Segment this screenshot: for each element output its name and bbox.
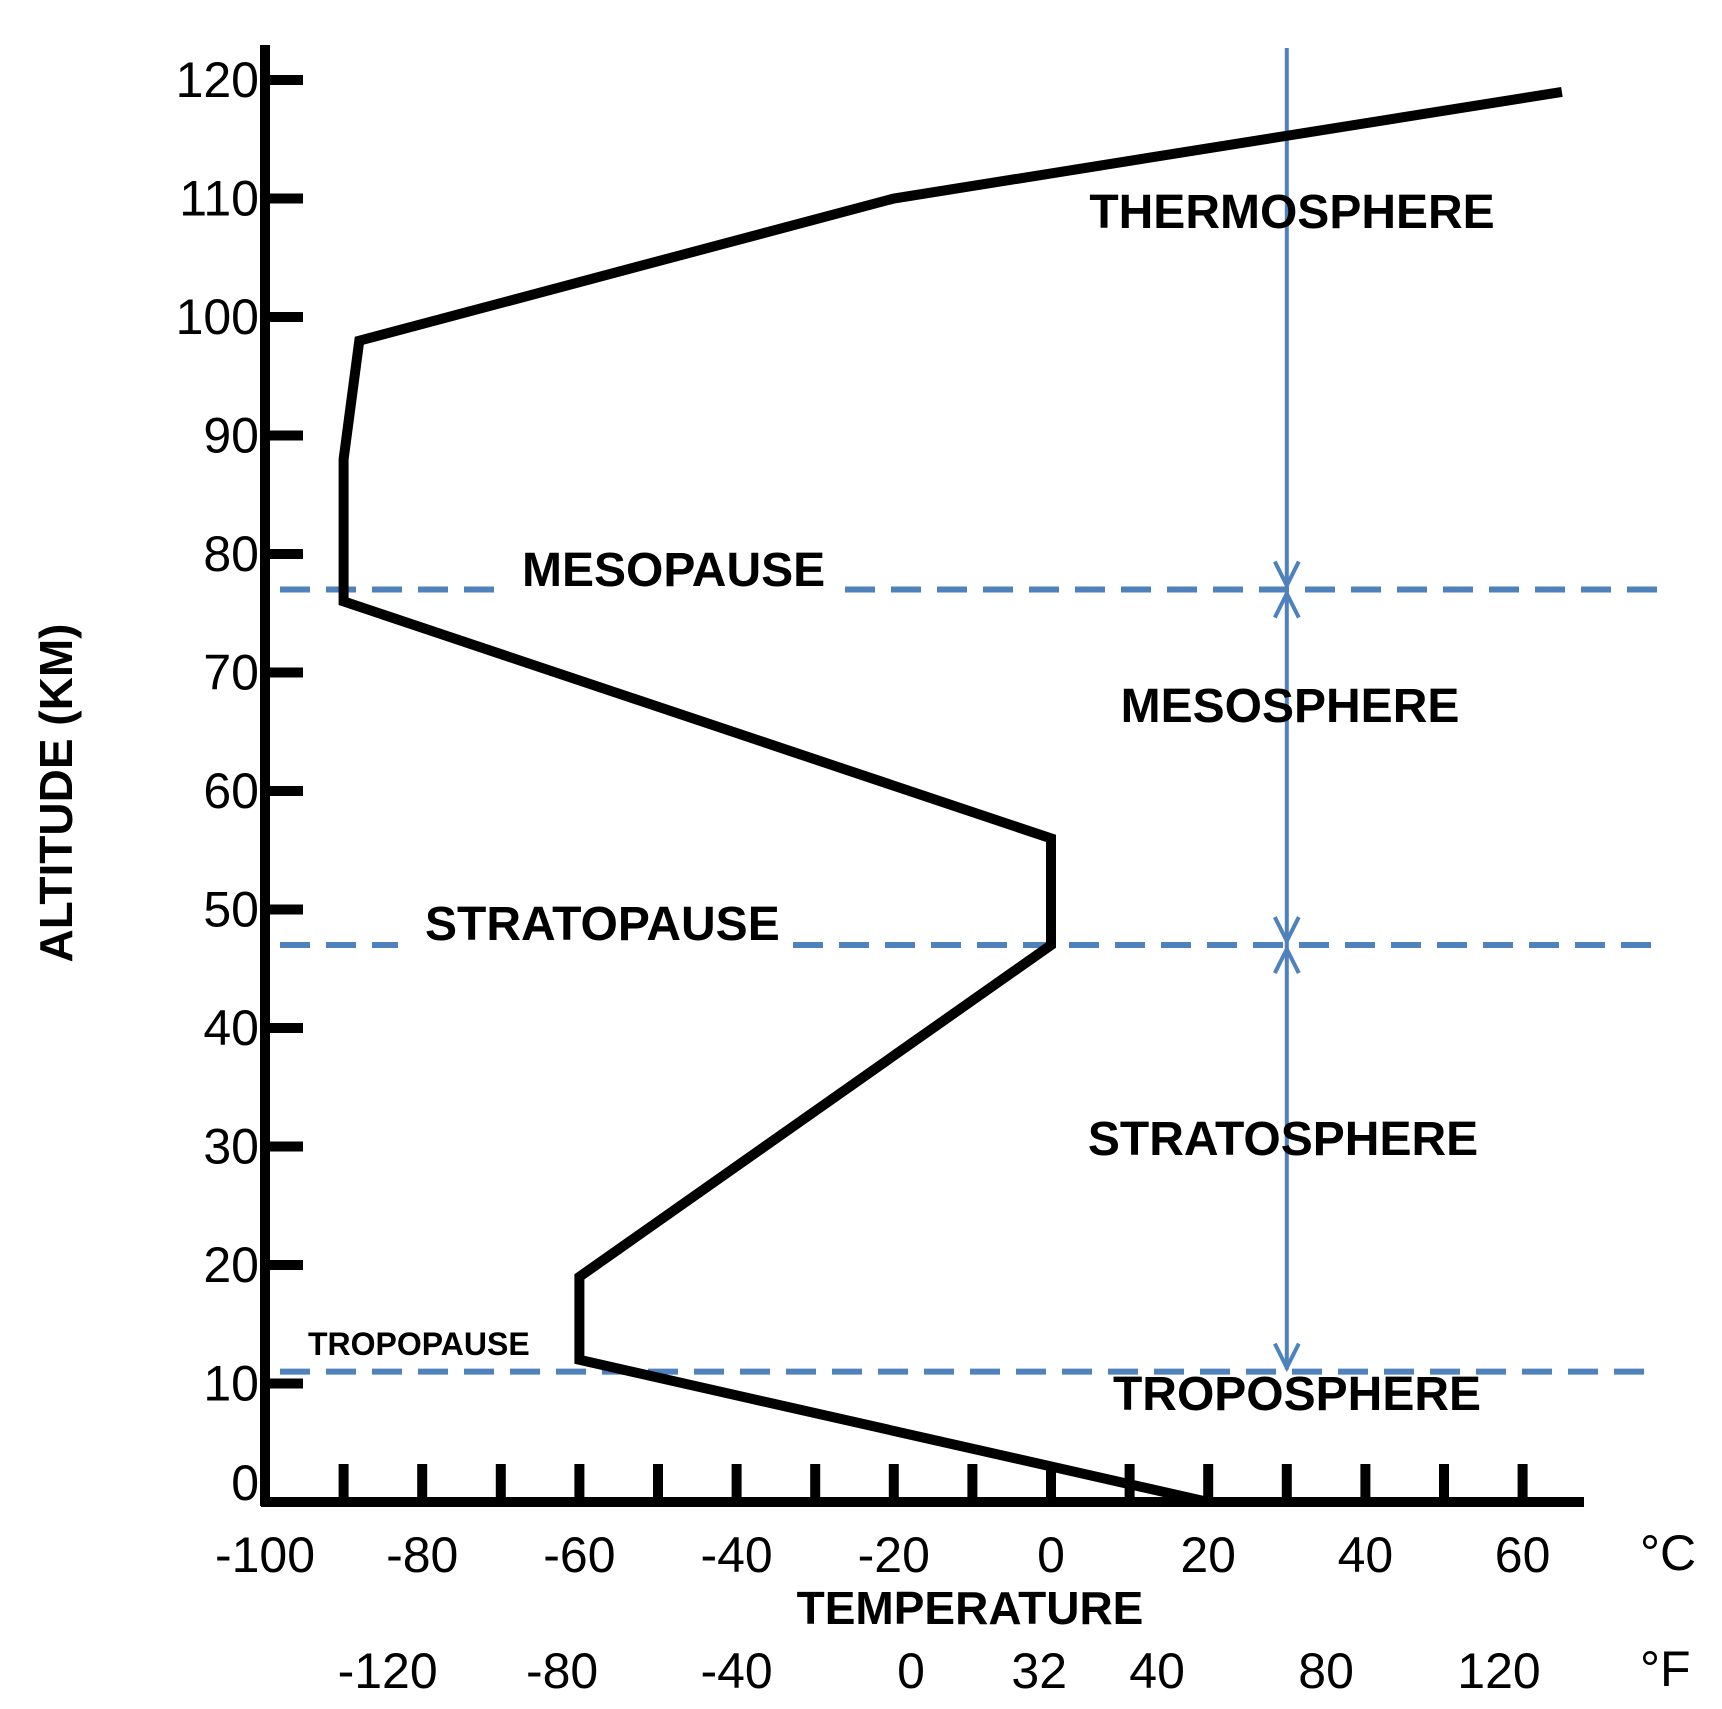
layer-label: TROPOSPHERE [1113, 1368, 1481, 1421]
x-tick-label-fahrenheit: 32 [1011, 1643, 1067, 1699]
axes: 0 10 20 30 40 50 60 70 80 90 100 110 120 -100 -80 -60 -4… [176, 45, 1584, 1699]
boundary-label: STRATOPAUSE [425, 898, 780, 951]
y-tick-label: 90 [203, 408, 259, 464]
boundary-lines [280, 586, 1660, 1375]
y-tick-label: 120 [176, 52, 259, 108]
x-tick-label-celsius: -60 [543, 1527, 615, 1583]
y-tick-label: 50 [203, 882, 259, 938]
x-tick-label-celsius: -100 [215, 1527, 315, 1583]
x-tick-label-fahrenheit: 40 [1129, 1643, 1185, 1699]
boundary-label: MESOPAUSE [522, 544, 825, 597]
x-tick-label-fahrenheit: -40 [700, 1643, 772, 1699]
arrowhead-down [1273, 916, 1301, 946]
arrowhead-down [1273, 560, 1301, 591]
celsius-unit-label: °C [1640, 1525, 1696, 1581]
chart-labels: MESOPAUSE STRATOPAUSE TROPOPAUSE THERMOSPHE… [308, 186, 1495, 1421]
layer-label: MESOSPHERE [1121, 680, 1460, 733]
arrowhead-up [1273, 944, 1301, 974]
x-tick-label-celsius: -40 [700, 1527, 772, 1583]
y-tick-label: 110 [179, 171, 259, 227]
arrowhead-up [1273, 589, 1301, 619]
x-tick-label-fahrenheit: 120 [1457, 1643, 1540, 1699]
temperature-profile-line [338, 86, 1563, 1507]
layer-arrows [1273, 48, 1301, 1373]
x-tick-label-celsius: -80 [386, 1527, 458, 1583]
y-tick-label: 60 [203, 763, 259, 819]
x-tick-label-celsius: 40 [1338, 1527, 1394, 1583]
layer-label: THERMOSPHERE [1089, 186, 1494, 239]
x-tick-label-fahrenheit: 80 [1298, 1643, 1354, 1699]
x-tick-label-celsius: -20 [858, 1527, 930, 1583]
x-tick-label-fahrenheit: -80 [526, 1643, 598, 1699]
x-tick-label-celsius: 60 [1495, 1527, 1551, 1583]
y-tick-label: 100 [176, 289, 259, 345]
fahrenheit-unit-label: °F [1640, 1641, 1691, 1697]
x-tick-label-celsius: 20 [1180, 1527, 1236, 1583]
y-tick-label: 10 [203, 1356, 259, 1412]
y-tick-label: 0 [231, 1455, 259, 1511]
y-tick-label: 70 [203, 645, 259, 701]
arrowhead-down [1273, 1342, 1301, 1373]
x-axis-title: TEMPERATURE [797, 1582, 1144, 1634]
x-tick-label-fahrenheit: -120 [338, 1643, 438, 1699]
y-axis-title: ALTITUDE (KM) [30, 624, 82, 963]
y-tick-label: 80 [203, 526, 259, 582]
y-tick-label: 30 [203, 1119, 259, 1175]
y-tick-label: 20 [203, 1237, 259, 1293]
boundary-label: TROPOPAUSE [308, 1326, 530, 1362]
layer-label: STRATOSPHERE [1088, 1113, 1478, 1166]
x-tick-label-fahrenheit: 0 [897, 1643, 925, 1699]
x-tick-label-celsius: 0 [1037, 1527, 1065, 1583]
y-tick-label: 40 [203, 1000, 259, 1056]
